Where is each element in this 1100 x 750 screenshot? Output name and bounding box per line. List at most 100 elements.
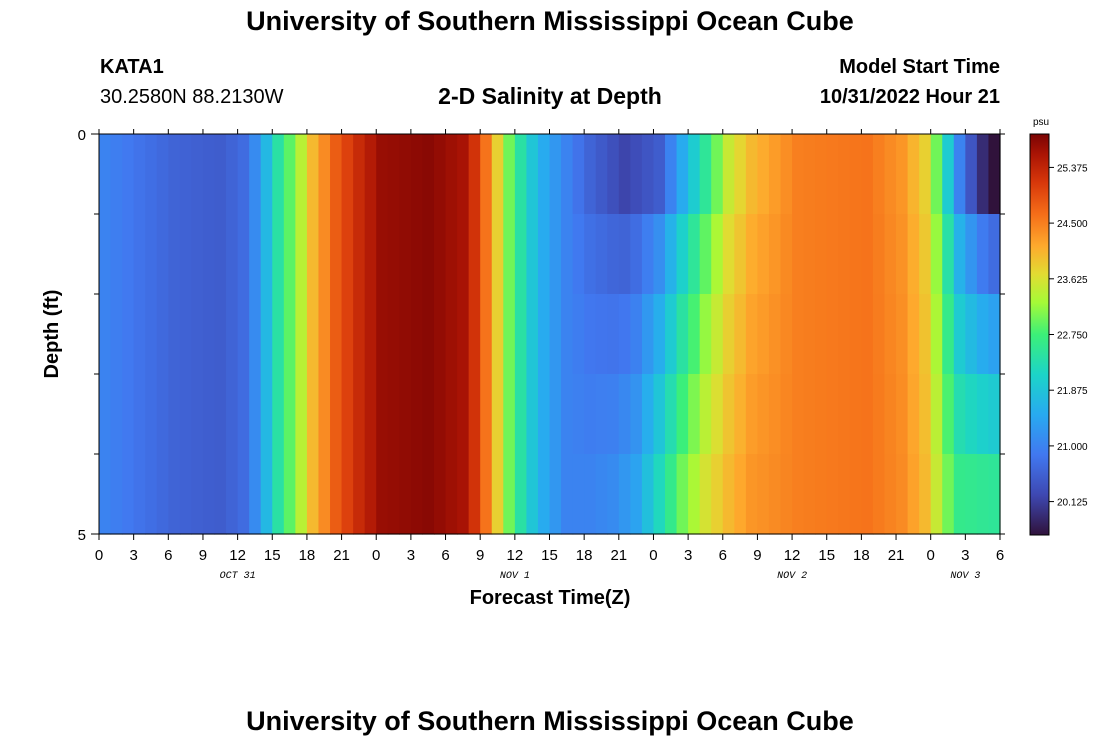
x-tick-label: 0 bbox=[649, 547, 657, 564]
heatmap-cell bbox=[99, 294, 112, 375]
heatmap-cell bbox=[896, 134, 909, 215]
x-axis: 0 3 6 9 12 15 18 21 0 3 6 9 12 15 18 21 0 3 6 9 12 15 18 21 0 3 6 O… bbox=[95, 129, 1004, 582]
heatmap-cell bbox=[468, 374, 481, 455]
heatmap-cell bbox=[561, 214, 574, 295]
heatmap-cell bbox=[676, 374, 689, 455]
heatmap-cell bbox=[122, 294, 135, 375]
heatmap-cell bbox=[861, 134, 874, 215]
heatmap-cell bbox=[295, 294, 308, 375]
heatmap-cell bbox=[919, 214, 932, 295]
x-tick-label: 0 bbox=[95, 547, 103, 564]
heatmap-cell bbox=[353, 134, 366, 215]
heatmap-cell bbox=[410, 214, 424, 295]
heatmap-cell bbox=[734, 374, 747, 455]
colorbar-tick-label: 20.125 bbox=[1057, 498, 1088, 509]
heatmap-cell bbox=[179, 214, 193, 295]
heatmap-cell bbox=[907, 454, 920, 535]
heatmap-cell bbox=[237, 374, 250, 455]
heatmap-cell bbox=[849, 294, 862, 375]
y-tick-label: 5 bbox=[78, 527, 86, 544]
heatmap-cell bbox=[849, 134, 862, 215]
heatmap-cell bbox=[202, 134, 216, 215]
heatmap-cell bbox=[237, 294, 250, 375]
heatmap-cell bbox=[722, 374, 735, 455]
heatmap-cell bbox=[953, 454, 966, 535]
heatmap-cell bbox=[364, 454, 377, 535]
heatmap-cell bbox=[618, 134, 631, 215]
x-tick-label: 9 bbox=[199, 547, 207, 564]
x-tick-label: 15 bbox=[264, 547, 281, 564]
heatmap-cell bbox=[676, 294, 689, 375]
heatmap-cell bbox=[757, 214, 770, 295]
heatmap-cell bbox=[433, 374, 447, 455]
heatmap-cell bbox=[318, 374, 331, 455]
heatmap-cell bbox=[214, 454, 227, 535]
heatmap-cell bbox=[896, 374, 909, 455]
heatmap-cell bbox=[376, 294, 389, 375]
heatmap-cell bbox=[780, 214, 793, 295]
heatmap-cell bbox=[387, 294, 400, 375]
heatmap-cell bbox=[872, 374, 886, 455]
heatmap-cell bbox=[757, 374, 770, 455]
heatmap-cell bbox=[919, 374, 932, 455]
footer-title: University of Southern Mississippi Ocean… bbox=[246, 706, 854, 736]
heatmap-cell bbox=[838, 134, 851, 215]
heatmap-cell bbox=[930, 214, 943, 295]
x-tick-label: 15 bbox=[818, 547, 835, 564]
heatmap-cell bbox=[226, 294, 239, 375]
heatmap-cell bbox=[226, 134, 239, 215]
heatmap-cell bbox=[399, 454, 412, 535]
heatmap-cell bbox=[861, 214, 874, 295]
heatmap-cell bbox=[768, 454, 782, 535]
heatmap-cell bbox=[699, 214, 712, 295]
heatmap-cell bbox=[503, 214, 516, 295]
heatmap-cell bbox=[480, 454, 493, 535]
x-tick-label: 12 bbox=[507, 547, 524, 564]
heatmap-cell bbox=[780, 294, 793, 375]
heatmap-cell bbox=[318, 454, 331, 535]
heatmap-cell bbox=[572, 294, 585, 375]
heatmap-cell bbox=[514, 134, 527, 215]
heatmap-cell bbox=[826, 294, 839, 375]
heatmap-cell bbox=[572, 134, 585, 215]
x-tick-label: 0 bbox=[927, 547, 935, 564]
heatmap-cell bbox=[191, 454, 204, 535]
heatmap-cell bbox=[237, 134, 250, 215]
heatmap-cell bbox=[803, 294, 816, 375]
heatmap-cell bbox=[387, 454, 400, 535]
heatmap-cell bbox=[896, 214, 909, 295]
heatmap-cell bbox=[237, 454, 250, 535]
heatmap-cell bbox=[711, 214, 724, 295]
heatmap-cell bbox=[445, 214, 458, 295]
heatmap-cell bbox=[364, 214, 377, 295]
heatmap-cell bbox=[584, 294, 597, 375]
heatmap-cell bbox=[803, 214, 816, 295]
heatmap-cell bbox=[688, 454, 701, 535]
heatmap-cell bbox=[792, 374, 805, 455]
heatmap-cell bbox=[537, 374, 551, 455]
heatmap-cell bbox=[584, 454, 597, 535]
heatmap-cell bbox=[838, 294, 851, 375]
heatmap-cell bbox=[849, 214, 862, 295]
heatmap-cell bbox=[953, 134, 966, 215]
heatmap-cell bbox=[792, 294, 805, 375]
heatmap-cell bbox=[249, 214, 262, 295]
heatmap-cell bbox=[376, 214, 389, 295]
heatmap-cell bbox=[457, 374, 470, 455]
heatmap-cell bbox=[792, 134, 805, 215]
heatmap-cell bbox=[364, 134, 377, 215]
heatmap-cell bbox=[260, 294, 273, 375]
heatmap-cell bbox=[722, 294, 735, 375]
y-axis: 05 bbox=[78, 127, 1005, 544]
heatmap-cell bbox=[110, 134, 123, 215]
heatmap-cell bbox=[976, 214, 990, 295]
heatmap-cell bbox=[561, 454, 574, 535]
heatmap-cell bbox=[156, 134, 169, 215]
heatmap-cell bbox=[549, 374, 562, 455]
heatmap-cell bbox=[376, 374, 389, 455]
heatmap-cell bbox=[480, 214, 493, 295]
heatmap-cell bbox=[422, 134, 435, 215]
heatmap-cell bbox=[306, 134, 320, 215]
heatmap-cell bbox=[768, 134, 782, 215]
heatmap-cell bbox=[399, 214, 412, 295]
